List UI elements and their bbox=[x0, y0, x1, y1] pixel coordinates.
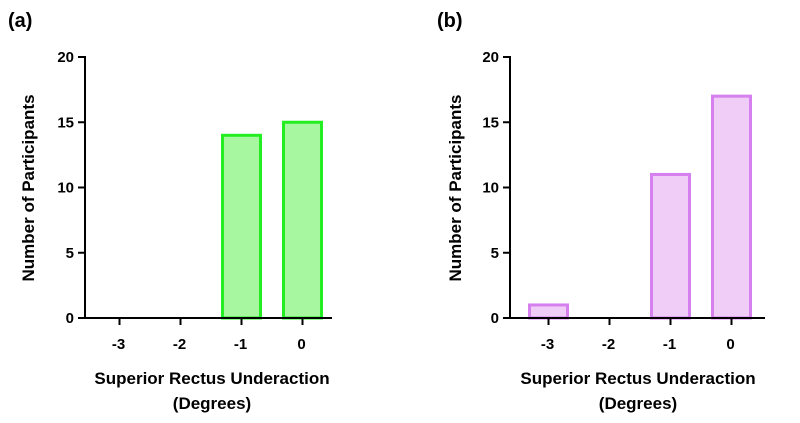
y-tick-label-a-0: 0 bbox=[66, 310, 74, 327]
bar-a-3 bbox=[282, 120, 323, 320]
chart-panel-b: (b) Number of Participants Superior Rect… bbox=[437, 10, 765, 413]
x-tick-label-a-2: -1 bbox=[234, 336, 247, 353]
axes-b: 0 5 10 15 20 -3 -2 -1 0 bbox=[482, 49, 765, 353]
x-tick-label-b-3: 0 bbox=[726, 336, 734, 353]
chart-panel-a: (a) Number of Participants Superior Rect… bbox=[8, 10, 332, 413]
panel-label-a: (a) bbox=[8, 10, 32, 32]
x-axis-title-b-line-2: (Degrees) bbox=[599, 394, 677, 413]
axes-a: 0 5 10 15 20 -3 -2 -1 0 bbox=[57, 49, 332, 353]
x-axis-title-a-line-1: Superior Rectus Underaction bbox=[94, 369, 329, 388]
x-tick-label-a-3: 0 bbox=[297, 336, 305, 353]
x-tick-label-a-1: -2 bbox=[173, 336, 186, 353]
y-tick-label-b-3: 15 bbox=[482, 114, 499, 131]
bar-b-2 bbox=[650, 172, 691, 320]
y-tick-label-b-4: 20 bbox=[482, 49, 499, 66]
bar-a-2 bbox=[221, 133, 262, 320]
y-tick-label-b-2: 10 bbox=[482, 180, 499, 197]
y-axis-title-a: Number of Participants bbox=[19, 94, 38, 281]
x-tick-label-b-0: -3 bbox=[541, 336, 554, 353]
bar-b-0 bbox=[528, 303, 569, 320]
y-tick-label-b-1: 5 bbox=[491, 245, 499, 262]
x-axis-title-a-line-2: (Degrees) bbox=[173, 394, 251, 413]
bar-b-3 bbox=[711, 94, 752, 320]
y-axis-title-b: Number of Participants bbox=[446, 94, 465, 281]
x-axis-title-b-line-1: Superior Rectus Underaction bbox=[520, 369, 755, 388]
bars-a bbox=[221, 120, 323, 320]
x-tick-label-b-2: -1 bbox=[663, 336, 676, 353]
panel-label-b: (b) bbox=[437, 10, 463, 32]
y-tick-label-a-4: 20 bbox=[57, 49, 74, 66]
y-tick-label-a-3: 15 bbox=[57, 114, 74, 131]
y-tick-label-a-1: 5 bbox=[66, 245, 74, 262]
y-tick-label-b-0: 0 bbox=[491, 310, 499, 327]
x-tick-label-a-0: -3 bbox=[112, 336, 125, 353]
bars-b bbox=[528, 94, 752, 320]
x-tick-label-b-1: -2 bbox=[602, 336, 615, 353]
y-tick-label-a-2: 10 bbox=[57, 180, 74, 197]
